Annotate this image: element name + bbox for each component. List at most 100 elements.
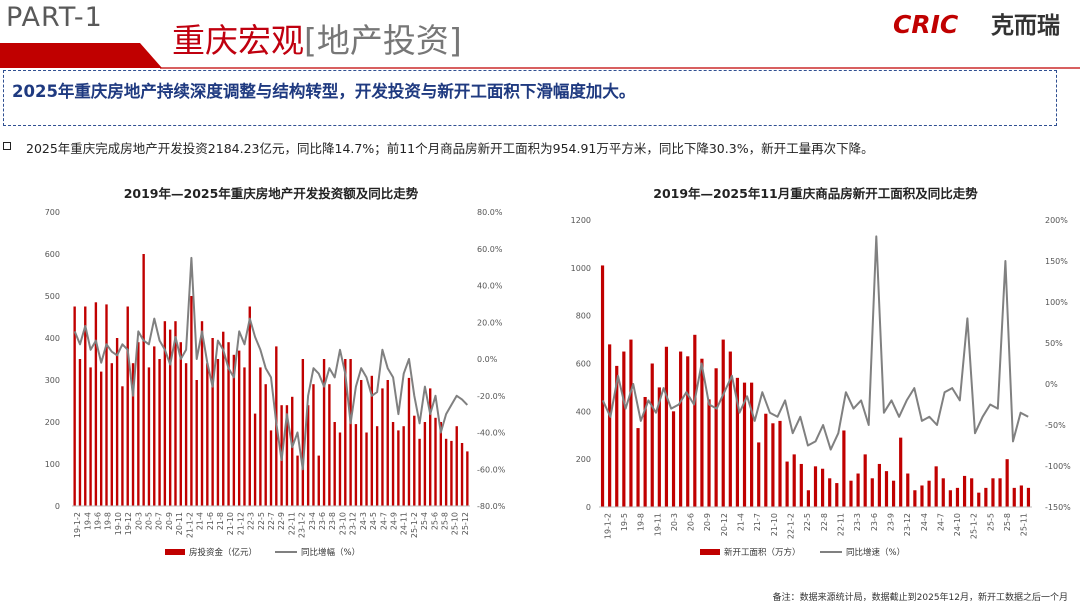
bar xyxy=(370,375,374,506)
bar xyxy=(742,382,747,507)
bar xyxy=(792,454,796,507)
x-tick-label: 20-3 xyxy=(134,512,143,530)
bar xyxy=(466,451,469,506)
y-right-tick-label: 20.0% xyxy=(477,318,503,327)
bar xyxy=(934,466,938,507)
bar xyxy=(105,304,108,506)
x-tick-label: 23-1-2 xyxy=(298,512,307,538)
bar xyxy=(608,344,612,507)
bar xyxy=(941,478,945,507)
bar xyxy=(333,422,336,506)
bar xyxy=(460,443,464,506)
y-right-tick-label: 80.0% xyxy=(477,208,503,217)
y-left-tick-label: 1000 xyxy=(571,264,591,273)
y-right-tick-label: 0% xyxy=(1045,380,1058,389)
y-right-tick-label: 0.0% xyxy=(477,355,498,364)
bar xyxy=(94,302,98,506)
x-tick-label: 25-6 xyxy=(430,512,439,530)
y-right-tick-label: 60.0% xyxy=(477,245,503,254)
y-right-tick-label: -80.0% xyxy=(477,502,506,511)
x-tick-label: 23-4 xyxy=(308,512,317,530)
investment-chart: 2019年—2025年重庆房地产开发投资额及同比走势 0 100 200 300 400 5… xyxy=(45,186,506,558)
page-title: 重庆宏观[地产投资] xyxy=(172,14,462,62)
y-left-tick-label: 800 xyxy=(576,312,591,321)
bar xyxy=(243,367,246,506)
bar xyxy=(338,432,342,506)
y-left-tick-label: 300 xyxy=(45,376,60,385)
bar xyxy=(679,351,683,507)
bar xyxy=(735,377,740,507)
bar xyxy=(920,485,924,507)
x-tick-label: 23-3 xyxy=(853,513,862,531)
bar xyxy=(285,405,289,506)
bar xyxy=(707,399,711,508)
legend-bar-label: 房投资金（亿元） xyxy=(189,547,257,558)
bar xyxy=(813,466,818,507)
bar xyxy=(418,438,421,506)
bar xyxy=(296,455,299,506)
bar xyxy=(190,296,193,506)
bar xyxy=(375,426,379,506)
bar xyxy=(1005,459,1009,507)
bar xyxy=(785,461,789,507)
bar xyxy=(728,351,732,507)
bar xyxy=(955,487,960,507)
y-left-tick-label: 200 xyxy=(576,455,591,464)
x-tick-label: 22-5 xyxy=(257,512,266,530)
legend-bar-label: 新开工面积（万方） xyxy=(724,547,801,558)
x-tick-label: 23-10 xyxy=(338,512,347,535)
bar xyxy=(870,478,874,507)
bar xyxy=(248,306,251,506)
y-left-tick-label: 0 xyxy=(55,502,60,511)
bar xyxy=(700,358,704,507)
x-tick-label: 24-7 xyxy=(379,512,388,530)
x-tick-label: 19-1-2 xyxy=(603,513,612,539)
x-tick-label: 24-10 xyxy=(953,513,962,536)
y-right-tick-label: 100% xyxy=(1045,298,1068,307)
bar xyxy=(664,346,669,507)
chart-title: 2019年—2025年11月重庆商品房新开工面积及同比走势 xyxy=(653,186,978,201)
x-tick-label: 21-10 xyxy=(770,513,779,536)
y-right-tick-label: 50% xyxy=(1045,339,1063,348)
y-right-tick-label: -60.0% xyxy=(477,465,506,474)
bar xyxy=(301,359,305,506)
x-tick-label: 24-9 xyxy=(390,512,399,530)
x-tick-label: 22-11 xyxy=(837,513,846,536)
page-title-main: 重庆宏观 xyxy=(172,21,304,60)
y-right-tick-label: -20.0% xyxy=(477,392,506,401)
bar xyxy=(163,321,167,506)
y-left-tick-label: 1200 xyxy=(571,216,591,225)
bar xyxy=(863,454,867,507)
x-tick-label: 20-3 xyxy=(670,513,679,531)
bar xyxy=(622,351,626,507)
x-tick-label: 25-1-2 xyxy=(410,512,419,538)
bar xyxy=(349,359,352,506)
x-tick-label: 22-3 xyxy=(247,512,256,530)
bar xyxy=(115,338,119,506)
legend-bar-swatch xyxy=(165,549,185,555)
bullet-square-icon xyxy=(3,142,11,150)
bar xyxy=(615,365,619,507)
bar xyxy=(184,363,188,506)
y-left-tick-label: 0 xyxy=(586,503,591,512)
bar xyxy=(131,363,135,506)
bar xyxy=(444,438,448,506)
header-decoration xyxy=(0,43,1080,69)
x-tick-label: 20-12 xyxy=(720,513,729,536)
x-tick-label: 23-8 xyxy=(328,512,337,530)
bar xyxy=(253,413,257,506)
bar xyxy=(643,396,647,507)
x-tick-label: 22-8 xyxy=(820,513,829,531)
y-right-tick-label: 200% xyxy=(1045,216,1068,225)
bar xyxy=(174,321,177,506)
y-right-tick-label: -100% xyxy=(1045,462,1071,471)
yoy-line xyxy=(73,256,469,471)
x-tick-label: 25-12 xyxy=(461,512,470,535)
bar xyxy=(657,387,661,507)
x-tick-label: 24-7 xyxy=(936,513,945,531)
bar xyxy=(856,473,860,507)
x-tick-label: 19-1-2 xyxy=(73,512,82,538)
x-tick-label: 19-4 xyxy=(83,512,92,530)
bar xyxy=(948,490,952,507)
bar xyxy=(429,388,432,506)
